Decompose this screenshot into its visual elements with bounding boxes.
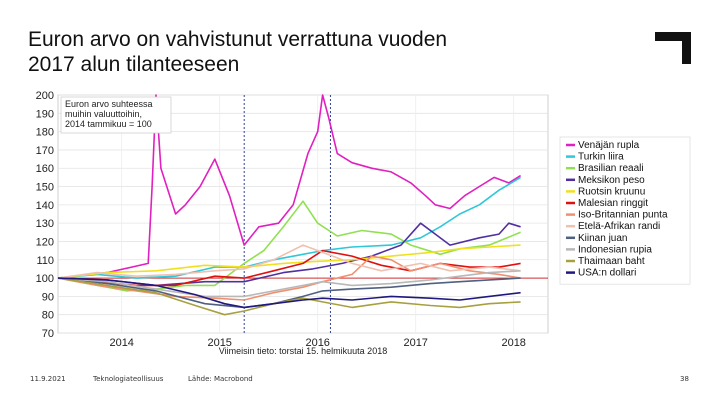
legend-label: Brasilian reaali	[578, 163, 644, 174]
inset-label-line: Euron arvo suhteessa	[65, 99, 153, 109]
legend-label: Meksikon peso	[578, 175, 645, 186]
legend-label: Indonesian rupia	[578, 244, 652, 255]
legend-label: Thaimaan baht	[578, 256, 645, 267]
y-tick-label: 110	[36, 255, 54, 267]
chart-footnote: Viimeisin tieto: torstai 15. helmikuuta …	[219, 346, 387, 356]
y-tick-label: 90	[42, 291, 54, 303]
legend-label: Ruotsin kruunu	[578, 186, 645, 197]
y-tick-label: 160	[36, 163, 54, 175]
page-number: 38	[680, 375, 689, 383]
plot-frame	[57, 94, 549, 334]
inset-label-box	[60, 96, 172, 134]
legend-label: USA:n dollari	[578, 268, 636, 279]
legend-label: Malesian ringgit	[578, 198, 648, 209]
y-tick-label: 70	[42, 328, 54, 340]
y-tick-label: 120	[36, 236, 54, 248]
legend-label: Turkin liira	[578, 152, 624, 163]
series-line	[57, 270, 521, 298]
legend-label: Etelä-Afrikan randi	[578, 221, 660, 232]
y-tick-label: 130	[36, 218, 54, 230]
footer-date: 11.9.2021	[30, 375, 66, 383]
series-line	[57, 244, 521, 279]
x-tick-label: 2014	[109, 337, 133, 349]
series-line	[57, 277, 521, 309]
y-tick-label: 140	[36, 200, 54, 212]
y-tick-label: 100	[36, 273, 54, 285]
page-title: Euron arvo on vahvistunut verrattuna vuo…	[28, 27, 628, 77]
legend-label: Kiinan juan	[578, 233, 627, 244]
inset-label-line: 2014 tammikuu = 100	[65, 119, 152, 129]
legend-label: Iso-Britannian punta	[578, 210, 668, 221]
legend-box	[559, 136, 691, 285]
x-tick-label: 2016	[305, 337, 329, 349]
series-line	[57, 277, 521, 309]
y-tick-label: 150	[36, 182, 54, 194]
inset-label-line: muihin valuuttoihin,	[65, 109, 142, 119]
x-tick-label: 2018	[501, 337, 525, 349]
series-line	[57, 244, 521, 279]
y-tick-label: 200	[36, 90, 54, 102]
y-tick-label: 80	[42, 310, 54, 322]
corner-bracket-icon	[655, 32, 691, 64]
footer-source: Lähde: Macrobond	[188, 375, 253, 383]
series-line	[57, 94, 522, 279]
title-line-1: Euron arvo on vahvistunut verrattuna vuo…	[28, 28, 448, 51]
series-line	[57, 277, 521, 316]
legend-label: Venäjän rupla	[578, 140, 640, 151]
y-tick-label: 180	[36, 127, 54, 139]
footer-org: Teknologiateollisuus	[93, 375, 164, 383]
x-tick-label: 2017	[403, 337, 427, 349]
y-tick-label: 190	[36, 108, 54, 120]
x-tick-label: 2015	[207, 337, 231, 349]
y-tick-label: 170	[36, 145, 54, 157]
title-line-2: 2017 alun tilanteeseen	[28, 53, 240, 76]
